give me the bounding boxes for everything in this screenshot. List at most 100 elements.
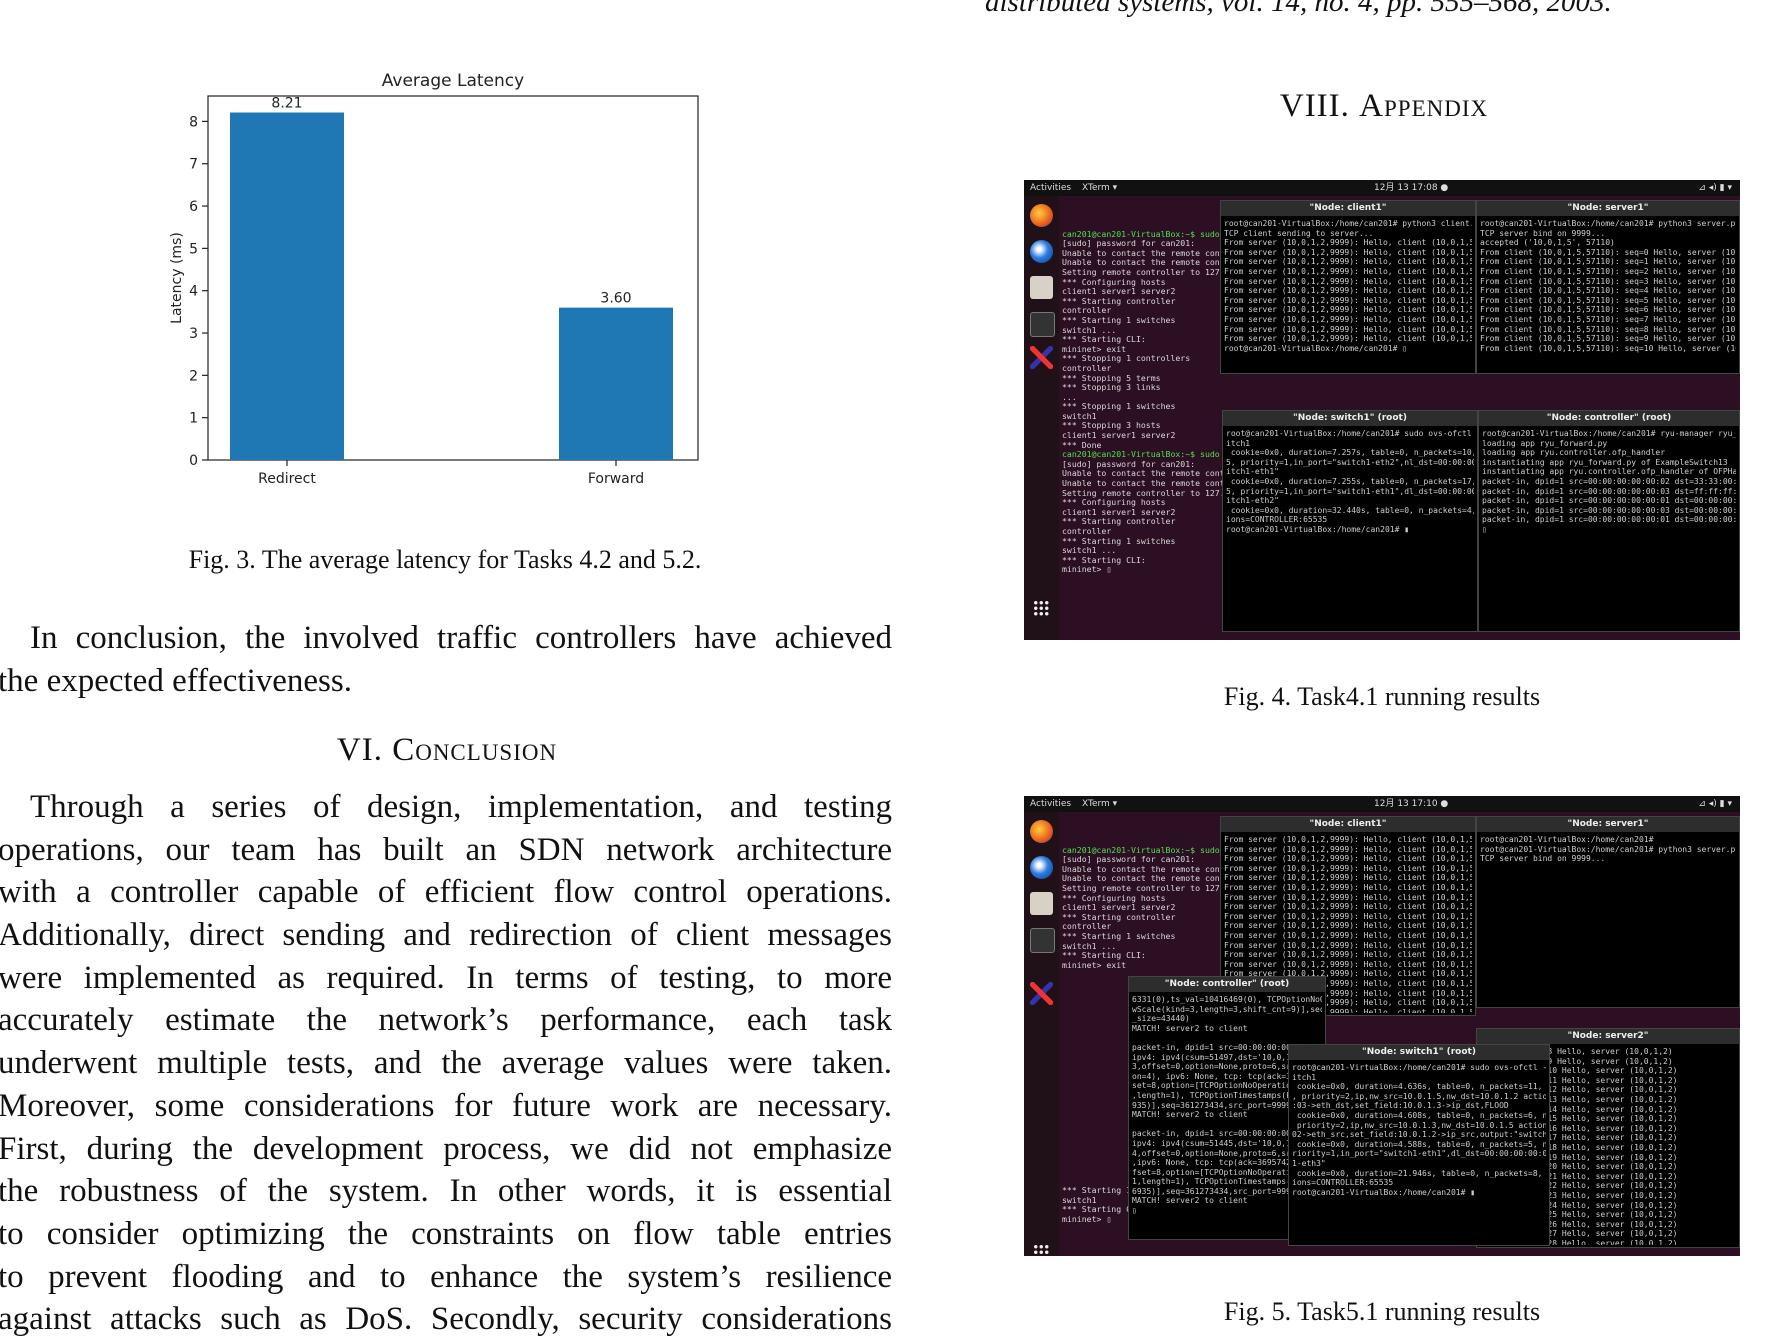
mininet-terminal: can201@can201-VirtualBox:~$ sudo [sudo] … — [1062, 836, 1225, 970]
terminal-output: root@can201-VirtualBox:/home/can201# pyt… — [1224, 219, 1472, 353]
y-tick-label: 1 — [189, 411, 198, 427]
terminal-output: root@can201-VirtualBox:/home/can201# pyt… — [1480, 219, 1736, 353]
reference-fragment: distributed systems, vol. 14, no. 4, pp.… — [985, 0, 1612, 18]
text-line: In conclusion, the involved traffic cont… — [30, 620, 892, 656]
chart-plot-area — [207, 95, 699, 461]
bar-forward — [559, 307, 673, 460]
window-title: "Node: client1" — [1221, 817, 1475, 832]
section8-heading: VIII. Appendix — [1024, 88, 1744, 125]
server1-window[interactable]: "Node: server1" root@can201-VirtualBox:/… — [1476, 816, 1740, 1008]
activities-label: Activities — [1030, 183, 1072, 193]
client1-window[interactable]: "Node: client1" root@can201-VirtualBox:/… — [1220, 200, 1476, 374]
activities-label: Activities — [1030, 799, 1072, 809]
mininet-output-2: [sudo] password for can201: Unable to co… — [1062, 458, 1225, 575]
desktop-topbar: Activities XTerm ▾ 12月 13 17:08 ● ⊿ ◂) ▮… — [1024, 180, 1740, 196]
y-tick-label: 2 — [189, 368, 198, 384]
mininet-prompt: can201@can201-VirtualBox:~$ sudo — [1062, 844, 1220, 855]
text-line: the expected effectiveness. — [0, 662, 352, 699]
window-title: "Node: controller" (root) — [1129, 977, 1325, 992]
thunderbird-icon — [1030, 240, 1053, 263]
desktop-dock — [1024, 196, 1059, 640]
mininet-output: [sudo] password for can201: Unable to co… — [1062, 854, 1225, 970]
xterm-icon — [1030, 982, 1053, 1005]
desktop-topbar: Activities XTerm ▾ 12月 13 17:10 ● ⊿ ◂) ▮… — [1024, 796, 1740, 812]
terminal-output: From server (10,0,1,2,9999): Hello, clie… — [1224, 835, 1472, 1013]
window-title: "Node: server2" — [1477, 1029, 1739, 1044]
text-line: Additionally, direct sending and redirec… — [0, 917, 892, 954]
apps-grid-icon — [1033, 600, 1049, 616]
fig5-screenshot: Activities XTerm ▾ 12月 13 17:10 ● ⊿ ◂) ▮… — [1024, 796, 1740, 1256]
terminal-output: root@can201-VirtualBox:/home/can201# sud… — [1226, 429, 1474, 534]
window-title: "Node: client1" — [1221, 201, 1475, 216]
terminal-output: root@can201-VirtualBox:/home/can201# sud… — [1292, 1063, 1546, 1197]
mininet-output: [sudo] password for can201: Unable to co… — [1062, 238, 1225, 450]
firefox-icon — [1030, 820, 1053, 843]
mininet-prompt-2: can201@can201-VirtualBox:~$ sudo — [1062, 449, 1220, 460]
section-numeral: VIII. — [1279, 88, 1360, 124]
mininet-terminal: can201@can201-VirtualBox:~$ sudo [sudo] … — [1062, 220, 1225, 575]
text-line: Moreover, some considerations for future… — [0, 1087, 892, 1124]
fig4-caption: Fig. 4. Task4.1 running results — [1223, 682, 1541, 711]
chart-bars: 8.21 3.60 — [230, 96, 673, 461]
text-line: First, during the development process, w… — [0, 1130, 892, 1167]
thunderbird-icon — [1030, 856, 1053, 879]
terminal-icon — [1030, 312, 1055, 337]
section-title: Appendix — [1359, 88, 1489, 124]
firefox-icon — [1030, 204, 1053, 227]
latency-bar-chart: Average Latency 0 1 2 3 4 5 6 7 8 8.21 3.60 Redir… — [169, 71, 699, 487]
y-tick-label: 5 — [189, 241, 198, 257]
section6-heading: VI. Conclusion — [0, 732, 894, 769]
section-numeral: VI. — [336, 732, 393, 768]
files-icon — [1030, 892, 1053, 915]
window-title: "Node: switch1" (root) — [1223, 411, 1477, 426]
text-line: to prevent flooding and to enhance the s… — [0, 1258, 892, 1295]
switch1-window[interactable]: "Node: switch1" (root) root@can201-Virtu… — [1222, 410, 1478, 632]
chart-x-axis: Redirect Forward — [258, 460, 644, 487]
y-tick-label: 3 — [189, 326, 198, 342]
y-tick-label: 0 — [189, 453, 198, 469]
window-title: "Node: server1" — [1477, 201, 1739, 216]
section-title: Conclusion — [392, 732, 558, 768]
text-line: underwent multiple tests, and the averag… — [0, 1045, 892, 1082]
bar-redirect — [230, 112, 344, 461]
clock-label: 12月 13 17:10 ● — [1374, 799, 1449, 809]
chart-title: Average Latency — [382, 71, 524, 91]
text-line: with a controller capable of efficient f… — [0, 874, 892, 911]
window-title: "Node: controller" (root) — [1479, 411, 1739, 426]
chart-y-axis-label: Latency (ms) — [169, 232, 185, 324]
controller-window[interactable]: "Node: controller" (root) root@can201-Vi… — [1478, 410, 1740, 632]
window-title: "Node: switch1" (root) — [1289, 1045, 1549, 1060]
server1-window[interactable]: "Node: server1" root@can201-VirtualBox:/… — [1476, 200, 1740, 374]
y-tick-label: 4 — [189, 284, 198, 300]
x-tick-label: Forward — [588, 471, 644, 487]
app-menu-label: XTerm ▾ — [1082, 799, 1118, 809]
switch1-window[interactable]: "Node: switch1" (root) root@can201-Virtu… — [1288, 1044, 1550, 1246]
fig4-screenshot: Activities XTerm ▾ 12月 13 17:08 ● ⊿ ◂) ▮… — [1024, 180, 1740, 640]
terminal-output: root@can201-VirtualBox:/home/can201# ryu… — [1482, 429, 1736, 534]
x-tick-label: Redirect — [258, 471, 316, 487]
files-icon — [1030, 276, 1053, 299]
bar-value-label: 8.21 — [271, 96, 302, 112]
system-tray-icons: ⊿ ◂) ▮ ▾ — [1698, 799, 1732, 809]
section6-body: Through a series of design, implementati… — [0, 786, 892, 1341]
terminal-output: 6331(0),ts_val=10416469(0), TCPOptionNoO… — [1132, 995, 1322, 1216]
xterm-icon — [1030, 346, 1053, 369]
fig3-caption: Fig. 3. The average latency for Tasks 4.… — [188, 545, 702, 574]
terminal-output: root@can201-VirtualBox:/home/can201# roo… — [1480, 835, 1736, 864]
text-line: the robustness of the system. In other w… — [0, 1173, 892, 1210]
text-line: to consider optimizing the constraints o… — [0, 1215, 892, 1252]
controller-window[interactable]: "Node: controller" (root) 6331(0),ts_val… — [1128, 976, 1326, 1240]
y-tick-label: 6 — [189, 199, 198, 215]
text-line: against attacks such as DoS. Secondly, s… — [0, 1301, 892, 1338]
system-tray-icons: ⊿ ◂) ▮ ▾ — [1698, 183, 1732, 193]
text-line: Through a series of design, implementati… — [30, 789, 892, 825]
y-tick-label: 7 — [189, 157, 198, 173]
y-tick-label: 8 — [189, 114, 198, 130]
chart-y-axis: 0 1 2 3 4 5 6 7 8 — [189, 114, 208, 469]
text-line: were implemented as required. In terms o… — [0, 959, 892, 996]
mininet-prompt: can201@can201-VirtualBox:~$ sudo — [1062, 228, 1220, 239]
text-line: operations, our team has built an SDN ne… — [0, 831, 892, 868]
apps-grid-icon — [1033, 1244, 1049, 1256]
window-title: "Node: server1" — [1477, 817, 1739, 832]
app-menu-label: XTerm ▾ — [1082, 183, 1118, 193]
